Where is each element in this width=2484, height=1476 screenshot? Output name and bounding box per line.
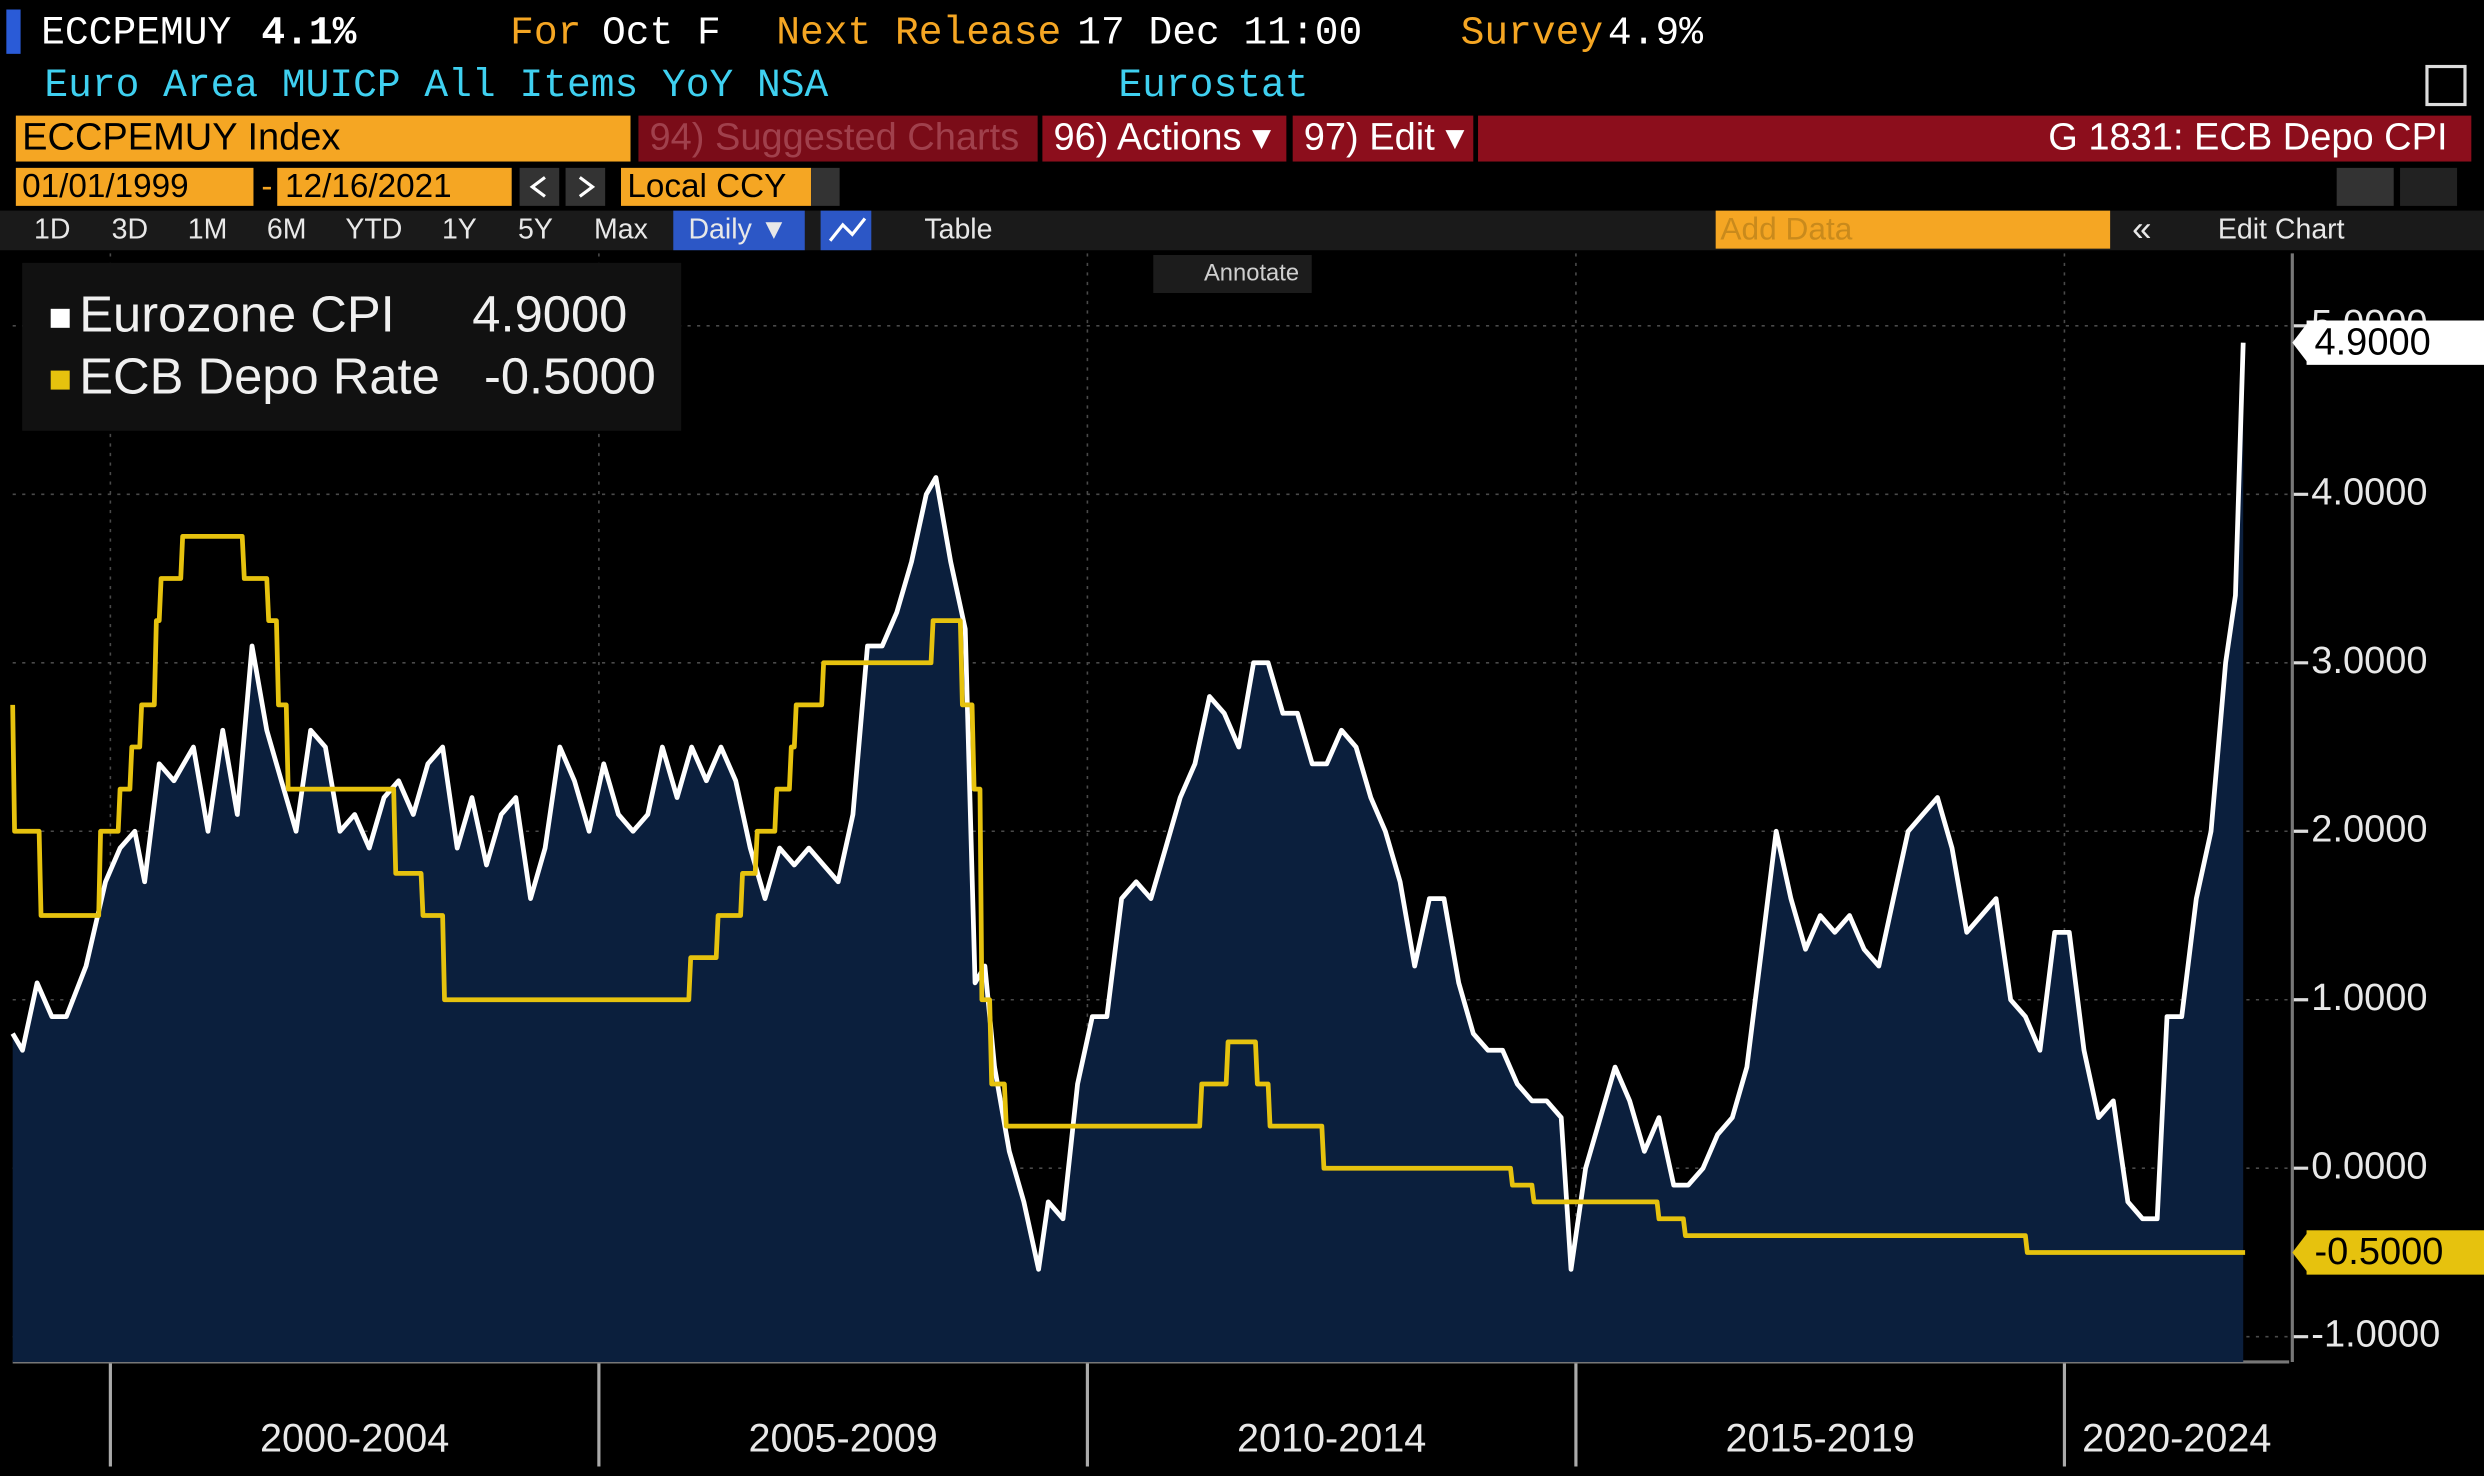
survey: 4.9% xyxy=(1608,11,1703,56)
edit: 97) Edit ▾ xyxy=(1304,116,1465,158)
legend-label: Eurozone CPI xyxy=(79,286,395,343)
chart-name-bar xyxy=(1478,115,2472,162)
chart-type-icon xyxy=(828,217,867,242)
table-button[interactable]: Table xyxy=(924,214,992,246)
currency-box[interactable] xyxy=(621,167,812,206)
last-value-box xyxy=(2306,1230,2484,1275)
annotate-button[interactable] xyxy=(1153,254,1312,293)
annotate: Annotate xyxy=(1204,259,1299,286)
last-value-label: 4.9000 xyxy=(2314,321,2430,363)
actions: 96) Actions ▾ xyxy=(1053,116,1271,158)
start-date-box[interactable] xyxy=(15,167,254,206)
period-button[interactable]: 1M xyxy=(188,214,228,246)
survey-label: Survey xyxy=(1461,11,1604,56)
x-tick-label: 2015-2019 xyxy=(1726,1417,1915,1461)
security-box[interactable] xyxy=(15,115,631,162)
line xyxy=(10,342,2246,1272)
period-button[interactable]: Max xyxy=(594,214,648,246)
next-release: 17 Dec 11:00 xyxy=(1077,11,1362,56)
x-tick-label: 2000-2004 xyxy=(260,1417,449,1461)
undo-button[interactable] xyxy=(2336,167,2394,206)
end-date: 12/16/2021 xyxy=(285,168,451,205)
edit-button[interactable] xyxy=(1292,115,1474,162)
legend-swatch xyxy=(50,370,70,390)
y-tick-label: 1.0000 xyxy=(2311,977,2427,1019)
last-value-pointer xyxy=(2292,1231,2309,1274)
legend-box xyxy=(22,262,682,431)
suggested-button[interactable] xyxy=(638,115,1038,162)
header-marker xyxy=(6,9,21,54)
frequency-button[interactable] xyxy=(673,210,805,251)
chart-type-button[interactable] xyxy=(820,210,872,251)
period: Oct F xyxy=(602,11,721,56)
period-button[interactable]: YTD xyxy=(345,214,402,246)
line xyxy=(10,534,2246,1255)
end-date-box[interactable] xyxy=(277,167,512,206)
x-tick-label: 2005-2009 xyxy=(748,1417,937,1461)
y-tick-label: 0.0000 xyxy=(2311,1145,2427,1187)
y-tick-label: -1.0000 xyxy=(2311,1314,2440,1356)
last-value-label: -0.5000 xyxy=(2314,1231,2443,1273)
legend-swatch xyxy=(50,308,70,328)
currency-dropdown[interactable] xyxy=(811,167,840,206)
y-tick-label: 4.0000 xyxy=(2311,471,2427,513)
currency: Local CCY xyxy=(627,168,786,205)
chart: -1.00000.00001.00002.00003.00004.00005.0… xyxy=(10,253,2484,1467)
period-button[interactable]: 6M xyxy=(267,214,307,246)
y-tick-label: 2.0000 xyxy=(2311,808,2427,850)
legend: Eurozone CPI 4.9000 ECB Depo Rate -0.5000 xyxy=(50,286,656,404)
period-button[interactable]: 1Y xyxy=(442,214,477,246)
security: ECCPEMUY Index xyxy=(22,116,340,158)
frequency: Daily ▼ xyxy=(688,214,787,246)
next-button[interactable] xyxy=(565,167,606,206)
legend-value: 4.9000 xyxy=(472,286,627,343)
last-value-box xyxy=(2306,320,2484,365)
x-tick-label: 2010-2014 xyxy=(1237,1417,1426,1461)
add-data: Add Data xyxy=(1720,211,1852,247)
chart-name: G 1831: ECB Depo CPI xyxy=(2048,116,2447,158)
date-sep: - xyxy=(261,168,272,205)
prev-button[interactable] xyxy=(519,167,560,206)
x-tick-label: 2020-2024 xyxy=(2082,1417,2271,1461)
ticker: ECCPEMUY xyxy=(41,11,231,56)
add-data-box[interactable] xyxy=(1715,210,2111,249)
popout-icon[interactable] xyxy=(2425,64,2467,107)
y-tick-label: 3.0000 xyxy=(2311,640,2427,682)
nav-arrows xyxy=(529,176,596,198)
period-buttons: 1D 3D 1M 6M YTD 1Y 5Y Max xyxy=(34,214,648,246)
suggested: 94) Suggested Charts xyxy=(650,116,1020,158)
period-button[interactable]: 3D xyxy=(112,214,148,246)
redo-button[interactable] xyxy=(2400,167,2458,206)
for-label: For xyxy=(510,11,581,56)
period-button[interactable]: 5Y xyxy=(518,214,553,246)
last-value-pointer xyxy=(2292,322,2309,364)
source: Eurostat xyxy=(1118,63,1308,108)
legend-label: ECB Depo Rate xyxy=(79,347,440,404)
start-date: 01/01/1999 xyxy=(22,168,188,205)
area xyxy=(12,342,2244,1362)
next-release-label: Next Release xyxy=(776,11,1061,56)
actions-button[interactable] xyxy=(1042,115,1287,162)
last-value: 4.1% xyxy=(261,11,356,56)
collapse-button[interactable]: « xyxy=(2132,209,2151,248)
edit-chart-button[interactable]: Edit Chart xyxy=(2218,214,2345,246)
description: Euro Area MUICP All Items YoY NSA xyxy=(44,63,828,108)
period-button[interactable]: 1D xyxy=(34,214,70,246)
legend-value: -0.5000 xyxy=(484,347,656,404)
